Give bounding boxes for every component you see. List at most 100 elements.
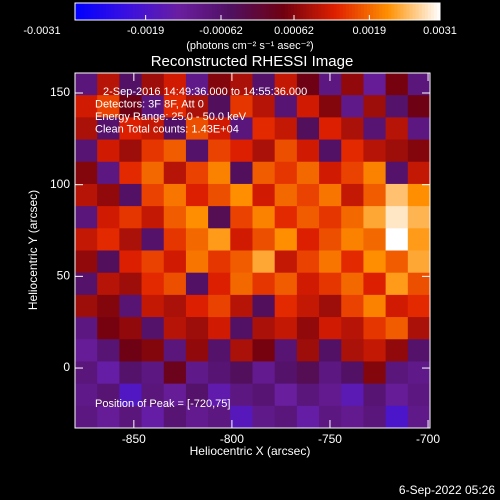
colorbar-swatch xyxy=(430,3,435,20)
heatmap-cell xyxy=(341,161,364,185)
heatmap-cell xyxy=(363,139,387,163)
heatmap-cell xyxy=(252,228,276,251)
heatmap-cell xyxy=(296,161,320,185)
colorbar-frame xyxy=(74,2,441,21)
heatmap-cell xyxy=(296,139,320,163)
heatmap-cell xyxy=(230,250,253,274)
colorbar-swatch xyxy=(306,3,310,20)
colorbar-swatch xyxy=(266,3,271,20)
x-tick-label: -800 xyxy=(220,432,244,446)
heatmap-cell xyxy=(296,272,320,296)
heatmap-cell xyxy=(274,161,298,185)
heatmap-cell xyxy=(363,117,387,141)
heatmap-cell xyxy=(208,317,231,340)
heatmap-cell xyxy=(252,73,276,96)
heatmap-cell xyxy=(185,206,209,229)
heatmap-cell xyxy=(385,183,409,207)
colorbar-swatch xyxy=(141,3,146,20)
heatmap-cell xyxy=(75,139,98,163)
heatmap-cell xyxy=(319,183,342,207)
heatmap-cell xyxy=(252,294,276,318)
heatmap-cell xyxy=(185,161,209,185)
heatmap-cell xyxy=(97,228,120,251)
heatmap-cell xyxy=(141,272,165,296)
colorbar-swatch xyxy=(123,3,128,20)
heatmap-cell xyxy=(208,250,231,274)
colorbar-swatch xyxy=(154,3,158,20)
colorbar-tick-label: 0.0019 xyxy=(353,25,387,37)
heatmap-cell xyxy=(319,317,342,340)
heatmap-cell xyxy=(252,405,276,429)
heatmap-cell xyxy=(141,183,165,207)
heatmap-cell xyxy=(119,272,143,296)
heatmap-cell xyxy=(296,339,320,362)
colorbar-swatch xyxy=(275,3,280,20)
heatmap-cell xyxy=(407,228,431,251)
heatmap-cell xyxy=(230,228,253,251)
heatmap-cell xyxy=(230,206,253,229)
peak-label: Position of Peak = [-720,75] xyxy=(95,398,230,410)
heatmap-cell xyxy=(385,294,409,318)
heatmap-cell xyxy=(341,339,364,362)
colorbar-swatch xyxy=(217,3,222,20)
heatmap-cell xyxy=(208,228,231,251)
heatmap-cell xyxy=(97,161,120,185)
colorbar-swatch xyxy=(263,3,268,20)
heatmap-cell xyxy=(296,95,320,118)
heatmap-cell xyxy=(252,183,276,207)
colorbar-swatch xyxy=(202,3,207,20)
heatmap-cell xyxy=(363,294,387,318)
heatmap-cell xyxy=(385,95,409,118)
colorbar-swatch xyxy=(84,3,88,20)
colorbar-swatch xyxy=(360,3,365,20)
heatmap-cell xyxy=(385,228,409,251)
heatmap-cell xyxy=(119,361,143,385)
colorbar-swatch xyxy=(196,3,201,20)
heatmap-cell xyxy=(341,294,364,318)
heatmap-cell xyxy=(230,383,253,407)
heatmap-cell xyxy=(385,317,409,340)
heatmap-cell xyxy=(119,317,143,340)
timestamp: 6-Sep-2022 05:26 xyxy=(399,483,495,497)
heatmap-cell xyxy=(319,361,342,385)
heatmap-cell xyxy=(163,250,187,274)
heatmap-cell xyxy=(75,405,98,429)
annotation: Energy Range: 25.0 - 50.0 keV xyxy=(95,111,247,123)
heatmap-cell xyxy=(208,117,231,141)
colorbar-swatch xyxy=(151,3,155,20)
heatmap-cell xyxy=(208,294,231,318)
heatmap-cell xyxy=(252,117,276,141)
heatmap-cell xyxy=(75,73,98,96)
colorbar-swatch xyxy=(144,3,149,20)
heatmap-cell xyxy=(274,383,298,407)
heatmap-cell xyxy=(407,139,431,163)
annotation: 2-Sep-2016 14:49:36.000 to 14:55:36.000 xyxy=(103,86,307,98)
colorbar-swatch xyxy=(339,3,344,20)
heatmap-cell xyxy=(185,383,209,407)
heatmap-cell xyxy=(185,139,209,163)
colorbar-swatch xyxy=(99,3,103,20)
heatmap-cell xyxy=(319,117,342,141)
y-axis-label: Heliocentric Y (arcsec) xyxy=(26,190,40,310)
heatmap-cell xyxy=(119,95,143,118)
x-axis-label: Heliocentric X (arcsec) xyxy=(190,444,311,458)
colorbar-swatch xyxy=(239,3,243,20)
heatmap-cell xyxy=(141,361,165,385)
colorbar-swatch xyxy=(272,3,277,20)
heatmap-cell xyxy=(385,383,409,407)
colorbar-swatch xyxy=(370,3,374,20)
heatmap-cell xyxy=(208,405,231,429)
heatmap-cell xyxy=(185,294,209,318)
colorbar-swatch xyxy=(327,3,331,20)
heatmap-cell xyxy=(252,339,276,362)
heatmap-cell xyxy=(252,317,276,340)
heatmap-cell xyxy=(296,228,320,251)
heatmap-cell xyxy=(208,95,231,118)
heatmap-cell xyxy=(97,206,120,229)
colorbar xyxy=(74,2,441,21)
heatmap-cell xyxy=(163,139,187,163)
colorbar-swatch xyxy=(421,3,426,20)
colorbar-swatch xyxy=(415,3,420,20)
heatmap-cell xyxy=(119,405,143,429)
heatmap-cell xyxy=(230,161,253,185)
